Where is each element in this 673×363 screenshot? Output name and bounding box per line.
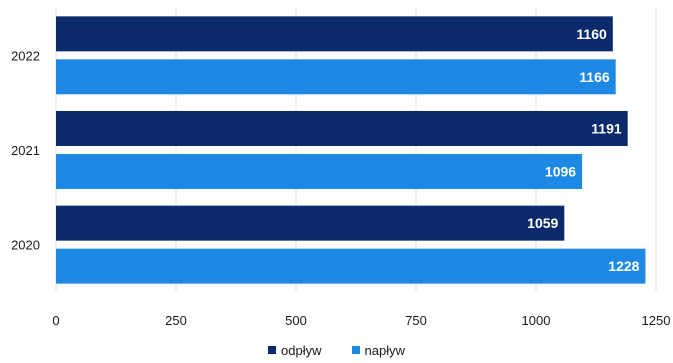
bar-value-label: 1191: [591, 121, 622, 137]
legend-swatch: [351, 346, 360, 354]
bar-2020-naplyw: [56, 248, 646, 284]
bar-value-label: 1228: [608, 258, 639, 274]
bar-value-label: 1096: [545, 164, 576, 180]
grid-lines: [55, 8, 657, 292]
x-tick-label: 1000: [522, 313, 551, 328]
x-tick-label: 750: [405, 313, 427, 328]
category-label: 2020: [11, 238, 40, 253]
legend: odpływ napływ: [0, 340, 673, 360]
bar-value-label: 1166: [579, 69, 610, 85]
category-labels: 2022 2021 2020: [11, 48, 40, 252]
bar-chart: 1160 1166 1191 1096 1059 1228 0 250 500 750 1000 1…: [11, 8, 670, 328]
bar-2021-odplyw: [56, 111, 628, 146]
legend-label: napływ: [364, 342, 405, 358]
legend-swatch: [268, 346, 277, 354]
category-label: 2022: [11, 48, 40, 63]
legend-label: odpływ: [281, 342, 322, 358]
bar-value-label: 1059: [527, 215, 558, 231]
x-tick-label: 250: [165, 313, 187, 328]
legend-item-naplyw: napływ: [351, 342, 405, 358]
legend-item-odplyw: odpływ: [268, 342, 322, 358]
x-axis-ticks: 0 250 500 750 1000 1250: [52, 313, 670, 328]
x-tick-label: 0: [52, 313, 59, 328]
bar-2022-naplyw: [56, 59, 616, 95]
bar-2022-odplyw: [56, 16, 613, 52]
bar-2020-odplyw: [56, 205, 565, 241]
bar-value-label: 1160: [576, 26, 607, 42]
bar-2021-naplyw: [56, 154, 583, 189]
bars-group: 1160 1166 1191 1096 1059 1228: [56, 16, 646, 284]
x-tick-label: 1250: [642, 313, 671, 328]
x-tick-label: 500: [285, 313, 307, 328]
category-label: 2021: [11, 143, 40, 158]
